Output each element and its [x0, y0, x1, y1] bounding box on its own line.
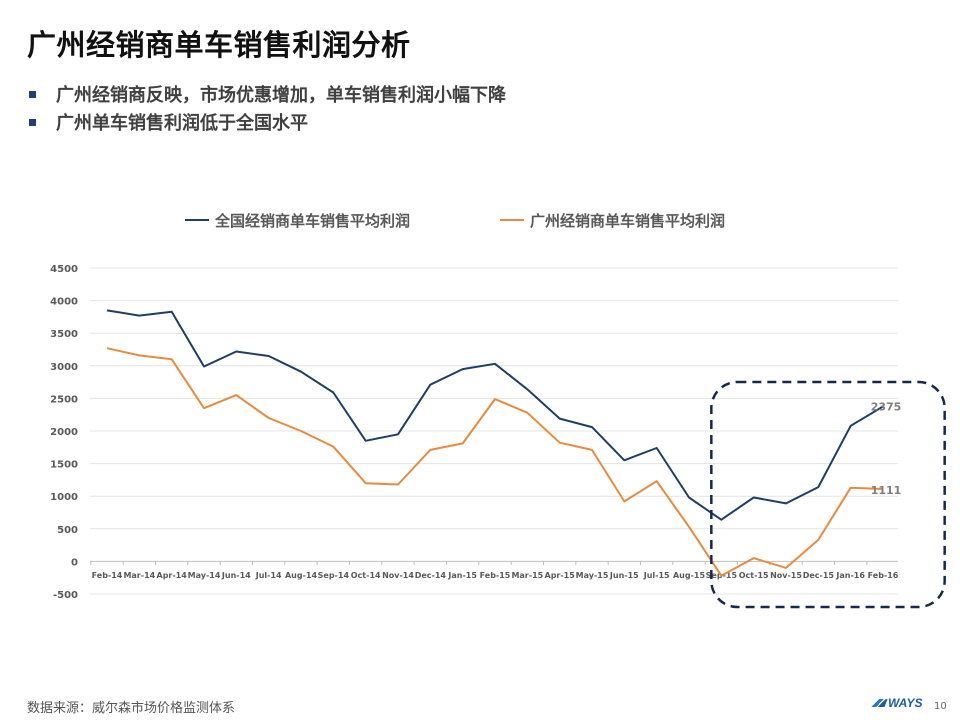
x-tick-label: Feb-14 — [92, 571, 123, 580]
x-tick-label: Mar-15 — [511, 571, 543, 580]
x-tick-label: Jan-16 — [835, 571, 865, 580]
series-line-0 — [106, 309, 884, 521]
y-tick-label: 3000 — [50, 362, 78, 373]
x-tick-label: Jul-15 — [643, 571, 670, 580]
x-tick-label: Dec-14 — [415, 571, 447, 580]
x-tick-label: Aug-15 — [673, 571, 706, 580]
legend-label: 广州经销商单车销售平均利润 — [530, 212, 725, 230]
legend-label: 全国经销商单车销售平均利润 — [214, 212, 410, 230]
highlight-box — [710, 380, 946, 609]
x-tick-label: Sep-14 — [318, 571, 350, 580]
x-tick-label: Oct-14 — [351, 571, 381, 580]
bullet-text: 广州经销商反映，市场优惠增加，单车销售利润小幅下降 — [56, 85, 506, 106]
x-tick-label: Nov-15 — [770, 571, 802, 580]
x-tick-label: Oct-15 — [739, 571, 769, 580]
x-tick-label: Jun-14 — [221, 571, 251, 580]
x-tick-label: Dec-15 — [803, 571, 835, 580]
ways-logo: WAYS — [870, 696, 923, 710]
bullet-text: 广州单车销售利润低于全国水平 — [56, 113, 308, 134]
x-tick-label: May-14 — [188, 571, 221, 580]
y-tick-label: 4000 — [50, 297, 78, 308]
x-tick-label: Jul-14 — [255, 571, 282, 580]
y-tick-label: 2000 — [50, 427, 78, 438]
x-tick-label: Jan-15 — [447, 571, 477, 580]
x-tick-label: Apr-14 — [157, 571, 188, 580]
y-tick-label: 500 — [57, 525, 78, 536]
data-label: 2375 — [871, 401, 902, 414]
bullet-item: 广州单车销售利润低于全国水平 — [27, 108, 506, 136]
bullet-square-icon — [29, 90, 36, 98]
y-tick-label: 0 — [71, 557, 78, 568]
y-tick-label: 4500 — [50, 264, 78, 275]
x-tick-label: May-15 — [576, 571, 609, 580]
bullet-square-icon — [29, 118, 36, 126]
x-tick-label: Jun-15 — [609, 571, 639, 580]
y-tick-label: -500 — [53, 590, 78, 601]
x-tick-label: Nov-14 — [382, 571, 414, 580]
y-tick-label: 2500 — [50, 394, 78, 405]
logo-text: WAYS — [888, 696, 923, 710]
x-tick-label: Aug-14 — [285, 571, 318, 580]
ways-logo-icon — [870, 699, 888, 707]
bullet-list: 广州经销商反映，市场优惠增加，单车销售利润小幅下降 广州单车销售利润低于全国水平 — [27, 80, 506, 136]
bullet-item: 广州经销商反映，市场优惠增加，单车销售利润小幅下降 — [27, 80, 506, 108]
data-source-note: 数据来源：威尔森市场价格监测体系 — [27, 701, 236, 716]
page-number: 10 — [934, 701, 947, 712]
x-tick-label: Apr-15 — [545, 571, 576, 580]
x-tick-label: Feb-16 — [868, 571, 899, 580]
y-tick-label: 3500 — [50, 329, 78, 340]
series-line-1 — [106, 347, 884, 577]
x-tick-label: Feb-15 — [480, 571, 511, 580]
x-tick-label: Mar-14 — [123, 571, 155, 580]
y-tick-label: 1500 — [50, 460, 78, 471]
y-tick-label: 1000 — [50, 492, 78, 503]
page-title: 广州经销商单车销售利润分析 — [27, 28, 411, 62]
data-label: 1111 — [871, 484, 902, 497]
